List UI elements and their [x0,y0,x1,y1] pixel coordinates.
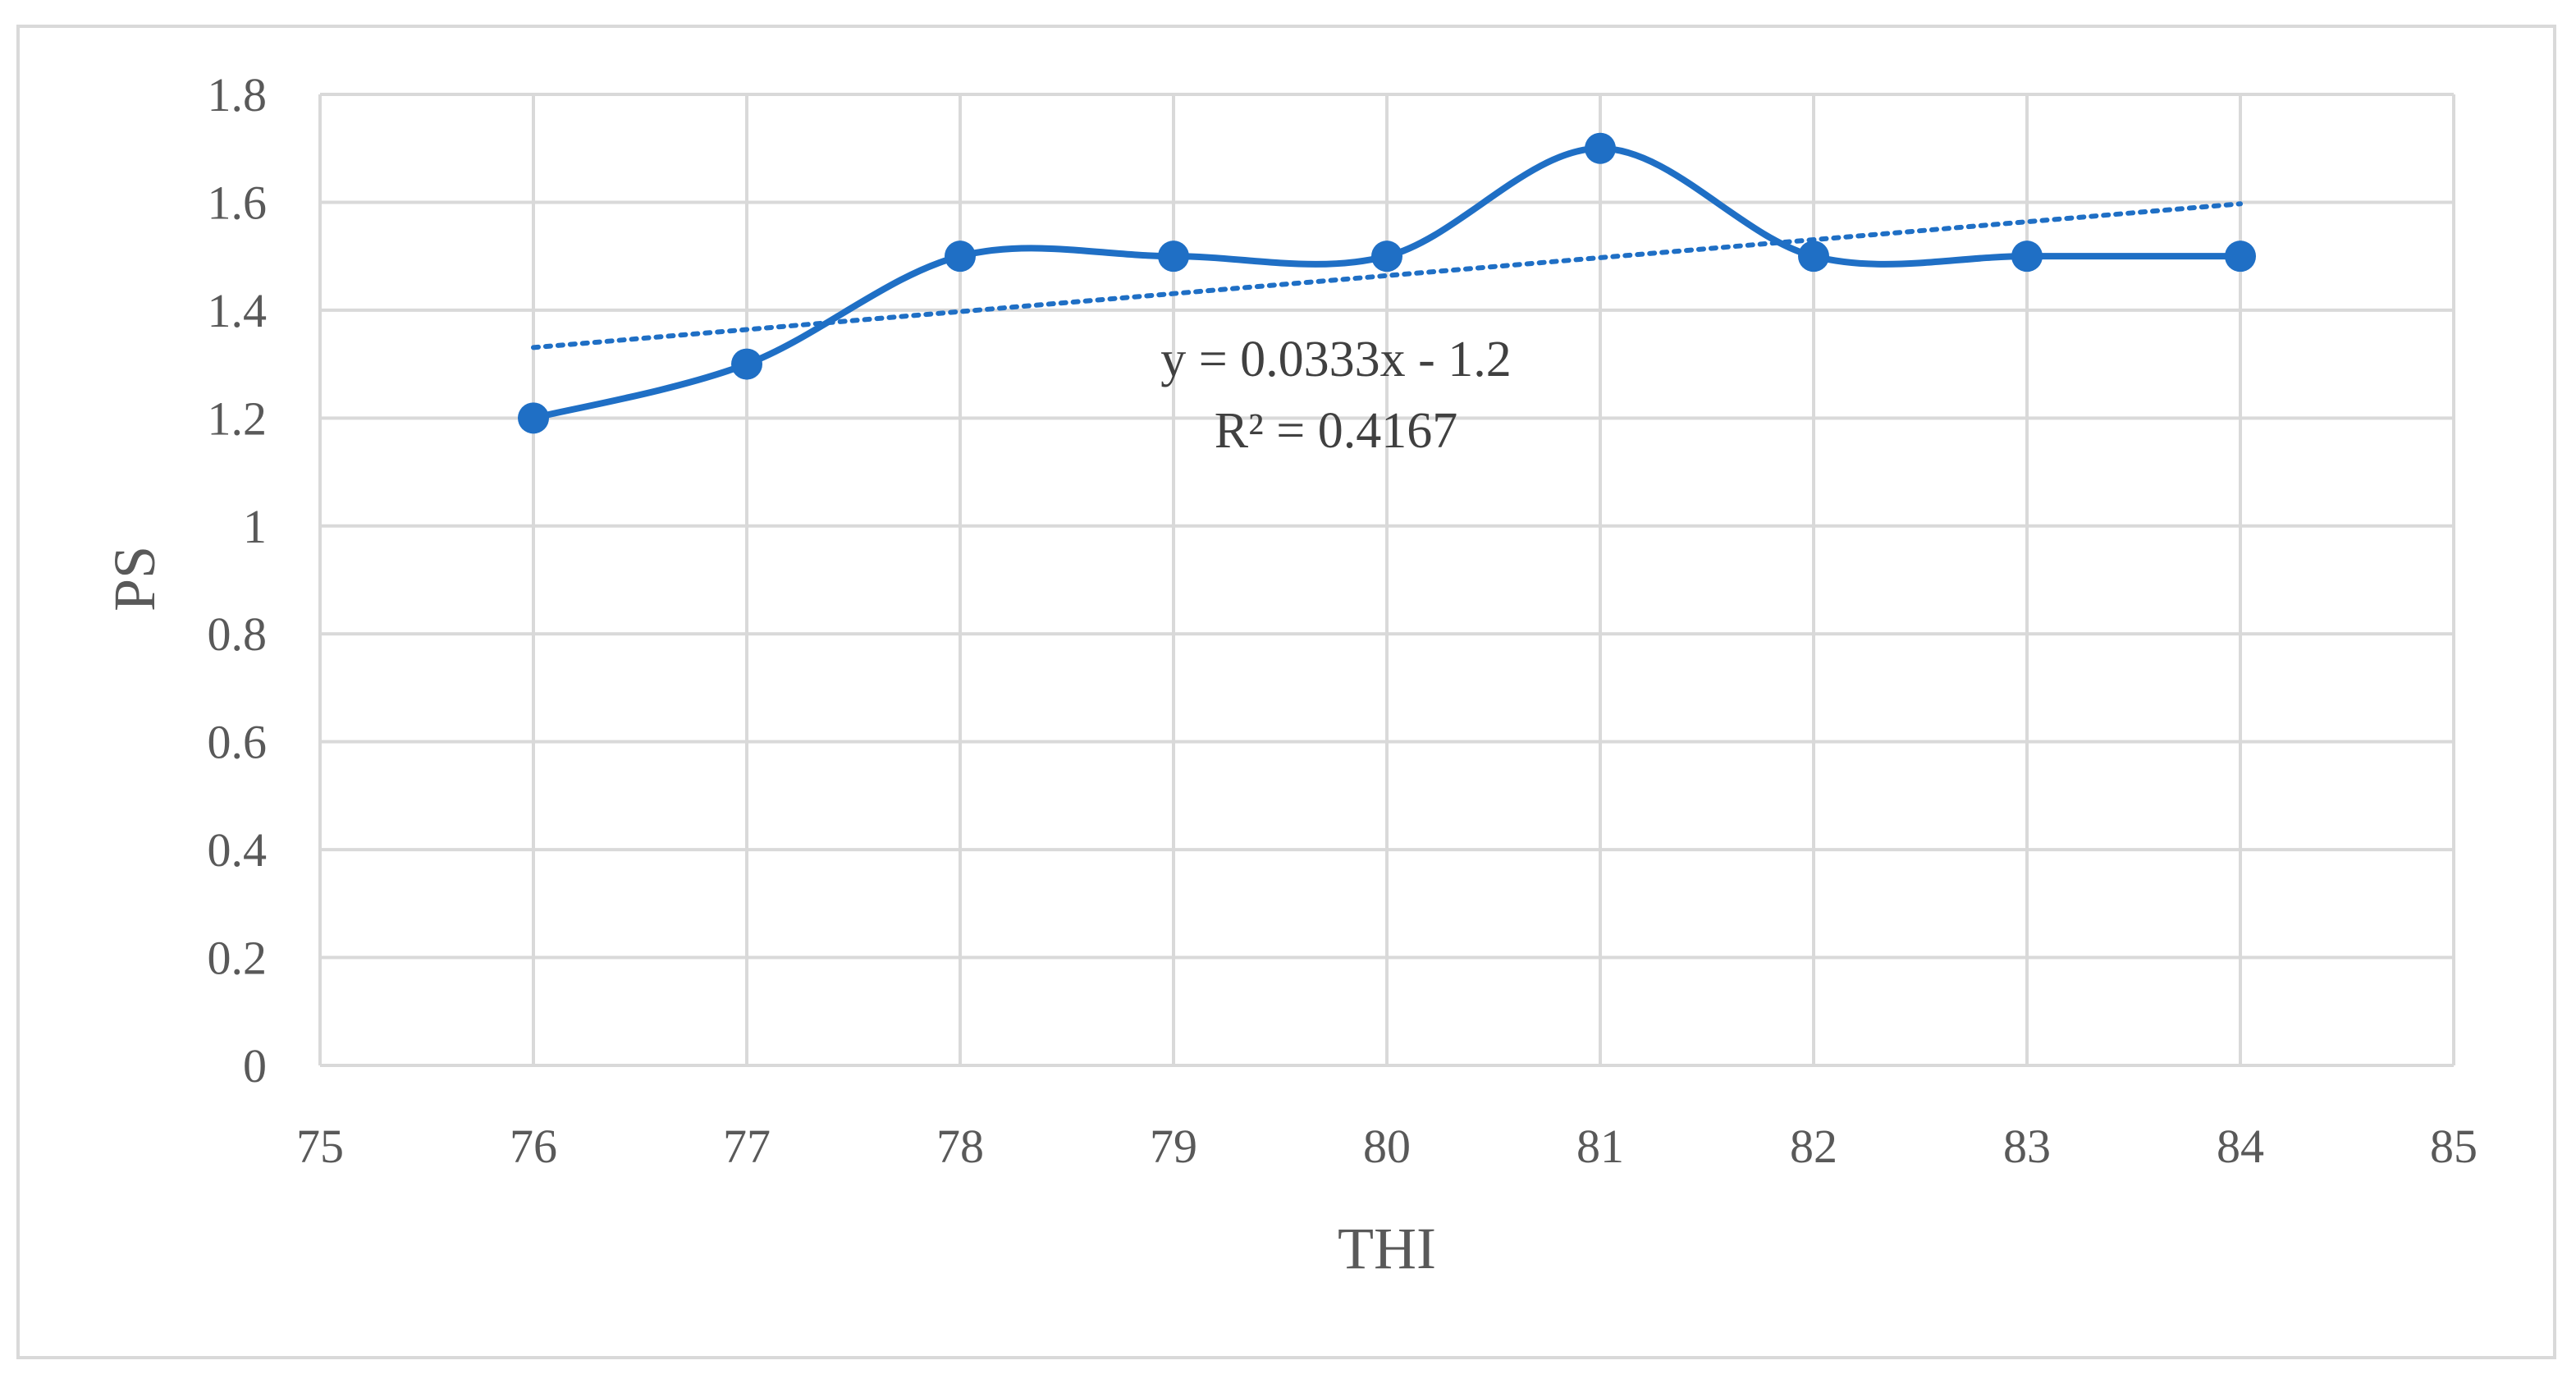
y-tick-labels: 0 0.2 0.4 0.6 0.8 1 1.2 1.4 1.6 1.8 [208,68,268,1093]
data-point [2011,240,2043,273]
x-tick-label: 79 [1150,1120,1197,1173]
data-point [518,402,549,434]
data-point [731,348,762,380]
x-tick-label: 83 [2003,1120,2051,1173]
data-point [1585,132,1616,164]
trendline-equation: y = 0.0333x - 1.2 [1160,332,1512,387]
x-tick-label: 81 [1576,1120,1624,1173]
gridlines [318,93,2455,1067]
x-tick-label: 82 [1790,1120,1837,1173]
y-tick-label: 1 [243,500,267,553]
x-tick-label: 85 [2430,1120,2478,1173]
y-axis-title: PS [102,546,167,612]
data-point [945,240,976,273]
y-tick-label: 1.4 [208,284,268,337]
y-tick-label: 0.6 [208,716,268,769]
data-point [1158,240,1189,273]
trendline-r-squared: R² = 0.4167 [1215,403,1457,459]
x-tick-label: 76 [510,1120,557,1173]
trendline-group [531,201,2243,350]
chart-frame [16,25,2556,1359]
x-tick-label: 78 [936,1120,984,1173]
data-point [1371,240,1402,273]
y-tick-label: 0.2 [208,932,268,985]
y-tick-label: 0 [243,1039,267,1093]
y-tick-label: 1.8 [208,68,268,121]
x-tick-label: 84 [2217,1120,2264,1173]
x-tick-label: 80 [1363,1120,1411,1173]
x-tick-label: 77 [723,1120,771,1173]
data-point [1798,240,1829,273]
y-tick-label: 0.4 [208,823,268,877]
data-point [2225,240,2256,273]
series-group [518,132,2256,434]
y-tick-label: 0.8 [208,607,268,661]
y-tick-label: 1.6 [208,176,268,229]
trendline [531,201,2243,350]
x-tick-label: 75 [296,1120,344,1173]
x-axis-title: THI [1338,1216,1436,1281]
x-tick-labels: 75 76 77 78 79 80 81 82 83 84 85 [296,1120,2478,1173]
y-tick-label: 1.2 [208,392,268,445]
